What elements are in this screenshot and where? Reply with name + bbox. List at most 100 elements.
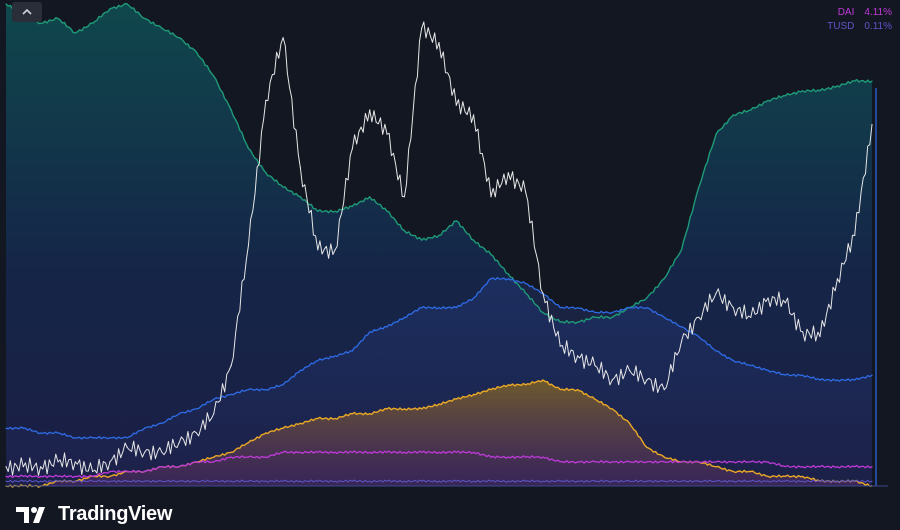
data-point	[282, 427, 284, 429]
data-point	[646, 297, 648, 299]
data-point	[161, 422, 163, 424]
data-point	[421, 239, 423, 241]
data-point	[871, 80, 873, 82]
data-point	[230, 456, 232, 458]
data-point	[57, 461, 59, 463]
data-point	[265, 172, 267, 174]
data-point	[819, 466, 821, 468]
data-point	[750, 480, 752, 482]
data-point	[646, 461, 648, 463]
data-point	[386, 408, 388, 410]
data-point	[698, 336, 700, 338]
collapse-button[interactable]	[12, 2, 42, 22]
data-point	[421, 408, 423, 410]
data-point	[802, 90, 804, 92]
data-point	[577, 480, 579, 482]
data-point	[507, 384, 509, 386]
data-point	[871, 480, 873, 482]
data-point	[750, 316, 752, 318]
data-point	[490, 456, 492, 458]
data-point	[438, 480, 440, 482]
data-point	[109, 8, 111, 10]
data-point	[213, 398, 215, 400]
data-point	[715, 480, 717, 482]
data-point	[282, 186, 284, 188]
data-point	[646, 480, 648, 482]
legend-item: TUSD 0.11%	[827, 20, 892, 34]
data-point	[195, 51, 198, 53]
data-point	[542, 456, 544, 458]
data-point	[594, 316, 596, 318]
tradingview-brand[interactable]: TradingView	[16, 503, 172, 526]
data-point	[161, 27, 163, 29]
data-point	[230, 451, 232, 453]
data-point	[351, 480, 353, 482]
legend: DAI 4.11% TUSD 0.11%	[827, 6, 892, 34]
data-point	[698, 316, 700, 318]
data-point	[247, 244, 250, 246]
legend-item-name: DAI	[837, 7, 855, 18]
data-point	[455, 451, 457, 453]
data-point	[663, 461, 665, 463]
data-point	[854, 466, 856, 468]
data-point	[490, 480, 492, 482]
data-point	[317, 480, 319, 482]
data-point	[455, 220, 457, 222]
data-point	[178, 466, 180, 468]
data-point	[611, 480, 613, 482]
data-point	[144, 451, 146, 453]
data-point	[802, 480, 804, 482]
data-point	[490, 196, 492, 198]
data-point	[334, 249, 336, 251]
data-point	[455, 480, 457, 482]
data-point	[144, 427, 146, 429]
data-point	[386, 133, 388, 135]
data-point	[611, 408, 613, 410]
data-point	[594, 311, 596, 314]
data-point	[109, 461, 111, 463]
data-point	[40, 432, 42, 434]
data-point	[421, 307, 423, 309]
data-point	[92, 437, 94, 439]
data-point	[22, 475, 24, 477]
data-point	[542, 311, 544, 314]
data-point	[247, 442, 250, 444]
data-point	[351, 413, 353, 415]
data-point	[144, 480, 146, 482]
data-point	[369, 451, 371, 453]
data-point	[611, 316, 613, 318]
data-point	[230, 109, 232, 111]
data-point	[74, 32, 76, 34]
data-point	[611, 461, 613, 463]
data-point	[438, 451, 440, 453]
data-point	[784, 466, 787, 468]
data-point	[611, 311, 613, 314]
data-point	[334, 480, 336, 482]
data-point	[438, 42, 440, 44]
data-point	[473, 393, 475, 395]
data-point	[559, 307, 561, 309]
data-point	[282, 384, 284, 386]
data-point	[299, 369, 301, 371]
data-point	[802, 475, 804, 477]
data-point	[715, 461, 717, 463]
data-point	[819, 336, 821, 338]
data-point	[577, 461, 579, 463]
data-point	[5, 466, 7, 468]
data-point	[161, 480, 163, 482]
data-point	[854, 234, 856, 236]
data-point	[663, 316, 665, 318]
data-point	[628, 307, 631, 309]
data-point	[490, 254, 492, 256]
data-point	[369, 196, 371, 198]
data-point	[473, 480, 475, 482]
legend-item-name: TUSD	[827, 21, 855, 32]
data-point	[334, 210, 336, 212]
data-point	[628, 422, 631, 424]
data-point	[680, 461, 683, 463]
legend-item: DAI 4.11%	[827, 6, 892, 20]
data-point	[109, 480, 111, 482]
data-point	[351, 350, 353, 352]
